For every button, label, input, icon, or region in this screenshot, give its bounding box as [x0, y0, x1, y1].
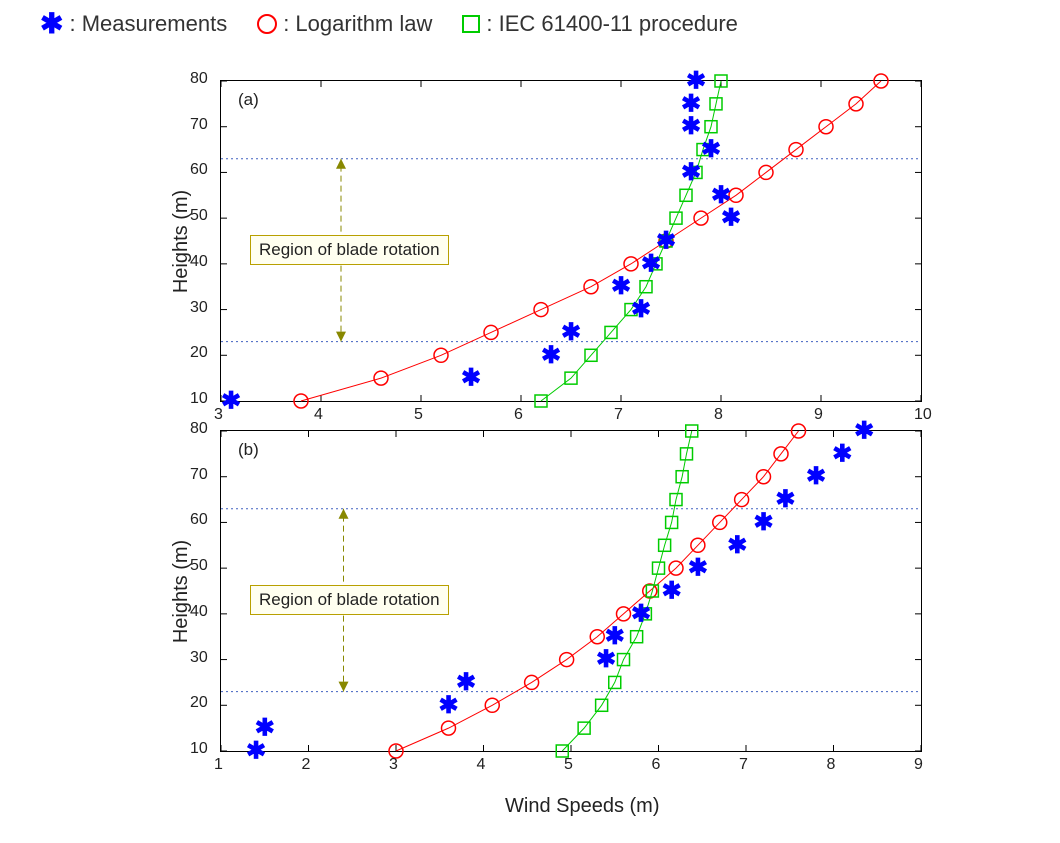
ytick-label: 60 — [190, 511, 208, 529]
ytick-label: 50 — [190, 207, 208, 225]
panel-tag: (b) — [238, 440, 259, 460]
ytick-label: 10 — [190, 740, 208, 758]
ytick-label: 80 — [190, 70, 208, 88]
xtick-label: 3 — [389, 756, 398, 774]
xtick-label: 4 — [477, 756, 486, 774]
ytick-label: 60 — [190, 161, 208, 179]
xtick-label: 7 — [739, 756, 748, 774]
svg-text:✱: ✱ — [662, 578, 682, 605]
xlabel: Wind Speeds (m) — [505, 795, 660, 818]
svg-text:✱: ✱ — [255, 715, 275, 742]
legend-measurements: ✱ : Measurements — [40, 10, 227, 38]
svg-text:✱: ✱ — [686, 68, 706, 95]
ytick-label: 80 — [190, 420, 208, 438]
svg-text:✱: ✱ — [631, 296, 651, 323]
legend: ✱ : Measurements : Logarithm law : IEC 6… — [40, 10, 738, 38]
legend-measurements-label: : Measurements — [69, 11, 227, 37]
xtick-label: 8 — [714, 406, 723, 424]
ytick-label: 40 — [190, 603, 208, 621]
ytick-label: 40 — [190, 253, 208, 271]
asterisk-icon: ✱ — [40, 10, 63, 38]
xtick-label: 5 — [414, 406, 423, 424]
blade-region-label: Region of blade rotation — [250, 585, 449, 615]
xtick-label: 9 — [814, 406, 823, 424]
svg-text:✱: ✱ — [832, 440, 852, 467]
svg-text:✱: ✱ — [631, 600, 651, 627]
ytick-label: 30 — [190, 649, 208, 667]
ytick-label: 50 — [190, 557, 208, 575]
svg-text:✱: ✱ — [753, 509, 773, 536]
svg-text:✱: ✱ — [561, 319, 581, 346]
xtick-label: 4 — [314, 406, 323, 424]
xtick-label: 6 — [652, 756, 661, 774]
ylabel-b: Heights (m) — [170, 540, 193, 643]
figure-canvas: ✱ : Measurements : Logarithm law : IEC 6… — [0, 0, 1060, 843]
xtick-label: 7 — [614, 406, 623, 424]
svg-text:✱: ✱ — [681, 159, 701, 186]
circle-icon — [257, 14, 277, 34]
ytick-label: 10 — [190, 390, 208, 408]
svg-text:✱: ✱ — [775, 486, 795, 513]
svg-text:✱: ✱ — [605, 623, 625, 650]
ylabel-a: Heights (m) — [170, 190, 193, 293]
svg-text:✱: ✱ — [806, 463, 826, 490]
svg-text:✱: ✱ — [656, 228, 676, 255]
xtick-label: 10 — [914, 406, 932, 424]
svg-text:✱: ✱ — [541, 342, 561, 369]
ytick-label: 70 — [190, 466, 208, 484]
square-icon — [462, 15, 480, 33]
ytick-label: 20 — [190, 344, 208, 362]
legend-iec: : IEC 61400-11 procedure — [462, 11, 738, 37]
xtick-label: 3 — [214, 406, 223, 424]
svg-text:✱: ✱ — [688, 555, 708, 582]
legend-logarithm: : Logarithm law — [257, 11, 432, 37]
panel-tag: (a) — [238, 90, 259, 110]
ytick-label: 30 — [190, 299, 208, 317]
xtick-label: 6 — [514, 406, 523, 424]
ytick-label: 70 — [190, 116, 208, 134]
svg-text:✱: ✱ — [611, 273, 631, 300]
xtick-label: 8 — [827, 756, 836, 774]
legend-logarithm-label: : Logarithm law — [283, 11, 432, 37]
xtick-label: 9 — [914, 756, 923, 774]
svg-text:✱: ✱ — [854, 418, 874, 445]
svg-text:✱: ✱ — [221, 388, 241, 415]
svg-text:✱: ✱ — [727, 532, 747, 559]
svg-text:✱: ✱ — [701, 136, 721, 163]
svg-text:✱: ✱ — [461, 365, 481, 392]
svg-text:✱: ✱ — [711, 182, 731, 209]
blade-region-label: Region of blade rotation — [250, 235, 449, 265]
ytick-label: 20 — [190, 694, 208, 712]
svg-text:✱: ✱ — [456, 669, 476, 696]
legend-iec-label: : IEC 61400-11 procedure — [486, 11, 738, 37]
xtick-label: 2 — [302, 756, 311, 774]
xtick-label: 5 — [564, 756, 573, 774]
xtick-label: 1 — [214, 756, 223, 774]
